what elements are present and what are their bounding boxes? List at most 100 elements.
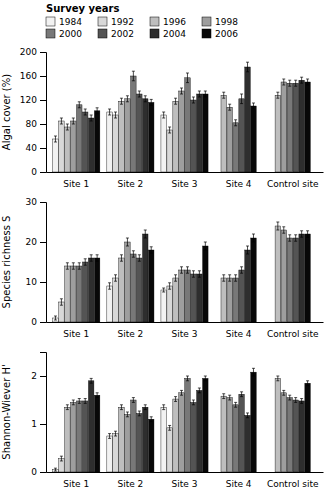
- error-bar: [234, 275, 237, 281]
- error-bar: [294, 398, 297, 403]
- bar: [203, 94, 208, 172]
- legend-label: 1984: [59, 17, 82, 27]
- error-bar: [66, 405, 69, 410]
- bar: [287, 238, 292, 322]
- bar: [293, 400, 298, 472]
- error-bar: [78, 399, 81, 404]
- tick-label: 30: [26, 197, 38, 207]
- error-bar: [108, 283, 111, 289]
- tick: Site 3: [172, 479, 198, 489]
- tick-mark: [40, 76, 46, 77]
- tick-label: Site 1: [63, 329, 89, 339]
- legend-swatch: [98, 17, 107, 26]
- bar: [161, 290, 166, 322]
- legend-label: 2000: [59, 29, 82, 39]
- bar: [167, 130, 172, 172]
- error-bar: [240, 267, 243, 273]
- tick-mark: [40, 282, 46, 283]
- bar: [227, 398, 232, 472]
- tick-mark: [40, 148, 46, 149]
- tick: Site 2: [117, 179, 143, 189]
- error-bar: [288, 235, 291, 241]
- bar: [113, 115, 118, 172]
- tick-mark: [40, 322, 46, 323]
- tick: Site 2: [117, 329, 143, 339]
- bar: [71, 266, 76, 322]
- panel: 012Site 1Site 2Site 3Site 4Control siteS…: [1, 353, 324, 490]
- bars: [53, 62, 311, 172]
- bar: [53, 139, 58, 172]
- tick-label: 160: [20, 71, 37, 81]
- bar: [143, 407, 148, 472]
- bar: [179, 270, 184, 322]
- bar: [88, 381, 93, 472]
- bar: [185, 270, 190, 322]
- error-bar: [180, 390, 183, 395]
- error-bar: [246, 413, 249, 418]
- tick: Site 3: [172, 329, 198, 339]
- error-bar: [90, 378, 93, 383]
- bar: [94, 111, 99, 172]
- error-bar: [132, 251, 135, 257]
- error-bar: [150, 247, 153, 253]
- tick-mark: [40, 100, 46, 101]
- error-bar: [300, 231, 303, 237]
- bar: [239, 394, 244, 472]
- bar: [77, 266, 82, 322]
- bar: [197, 274, 202, 322]
- bar: [143, 99, 148, 172]
- bar: [119, 258, 124, 322]
- tick-label: Control site: [267, 329, 319, 339]
- tick-label: Site 3: [172, 329, 198, 339]
- bar: [221, 278, 226, 322]
- tick-label: Site 2: [117, 179, 143, 189]
- x-axis: Site 1Site 2Site 3Site 4Control site: [47, 323, 324, 340]
- tick-mark: [40, 124, 46, 125]
- error-bar: [276, 92, 279, 98]
- bar: [107, 286, 112, 322]
- bar: [233, 278, 238, 322]
- bar: [77, 105, 82, 172]
- error-bar: [198, 388, 201, 393]
- bar: [179, 393, 184, 472]
- error-bar: [252, 103, 255, 109]
- error-bar: [60, 456, 63, 461]
- legend-item: 2006: [202, 29, 238, 39]
- error-bar: [198, 91, 201, 97]
- error-bar: [192, 400, 195, 405]
- error-bar: [306, 381, 309, 386]
- legend-swatch: [98, 29, 107, 38]
- bar: [137, 413, 142, 472]
- error-bar: [66, 124, 69, 130]
- error-bar: [204, 242, 207, 250]
- bar: [233, 123, 238, 172]
- error-bar: [246, 62, 249, 72]
- error-bar: [90, 255, 93, 261]
- error-bar: [186, 267, 189, 273]
- error-bar: [138, 411, 141, 416]
- bar: [275, 226, 280, 322]
- error-bar: [120, 98, 123, 104]
- error-bar: [186, 73, 189, 83]
- axis-title: Shannon-Wiever H': [1, 364, 12, 459]
- error-bar: [174, 397, 177, 402]
- error-bar: [66, 263, 69, 269]
- tick-mark: [40, 472, 46, 473]
- bar: [65, 127, 70, 172]
- bar: [173, 278, 178, 322]
- error-bar: [180, 88, 183, 94]
- bar: [275, 378, 280, 472]
- bars: [53, 368, 311, 472]
- axis-line: [47, 322, 324, 323]
- tick-label: Site 3: [172, 479, 198, 489]
- error-bar: [234, 402, 237, 407]
- tick-label: 0: [31, 467, 37, 477]
- error-bar: [228, 104, 231, 110]
- tick-label: 2: [31, 371, 37, 381]
- tick: 10: [26, 277, 46, 287]
- legend-item: 1996: [150, 17, 186, 27]
- bar: [293, 83, 298, 172]
- axis-line: [47, 172, 324, 173]
- error-bar: [180, 267, 183, 273]
- bar: [227, 278, 232, 322]
